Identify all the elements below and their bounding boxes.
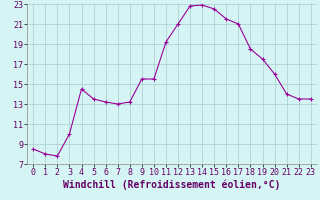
- X-axis label: Windchill (Refroidissement éolien,°C): Windchill (Refroidissement éolien,°C): [63, 180, 281, 190]
